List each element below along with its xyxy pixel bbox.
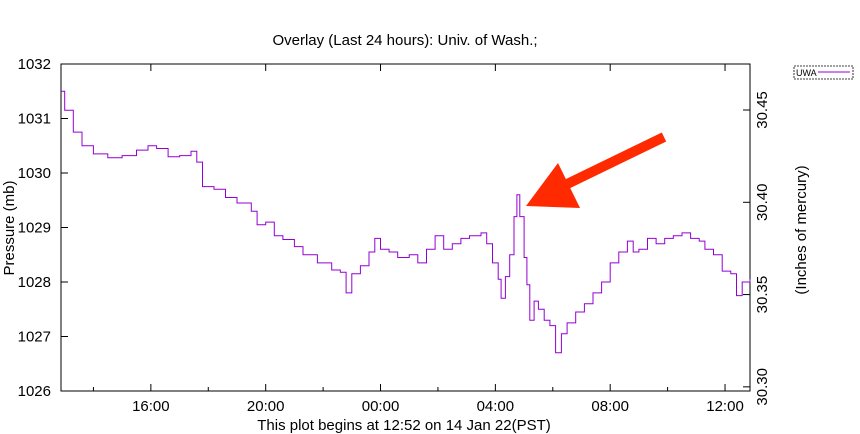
y-tick-label: 1032 (18, 56, 51, 73)
y-axis-label: Pressure (mb) (1, 180, 18, 275)
x-axis-tick-labels: 16:00 20:00 00:00 04:00 08:00 12:00 (132, 398, 744, 415)
arrow-head (526, 163, 580, 208)
legend: UWA (793, 65, 854, 80)
y-tick-label: 1027 (18, 329, 51, 346)
x-tick-label: 04:00 (477, 398, 515, 415)
y-tick-label: 1030 (18, 165, 51, 182)
y2-tick-label: 30.30 (754, 368, 771, 406)
chart-title: Overlay (Last 24 hours): Univ. of Wash.; (272, 32, 537, 49)
y-tick-label: 1026 (18, 383, 51, 400)
y-tick-label: 1029 (18, 220, 51, 237)
x-axis-label: This plot begins at 12:52 on 14 Jan 22(P… (257, 417, 551, 434)
y2-axis-tick-labels: 30.30 30.35 30.40 30.45 (754, 91, 771, 405)
y-axis-tick-labels: 1026 1027 1028 1029 1030 1031 1032 (18, 56, 51, 400)
annotation-arrow-icon (526, 132, 667, 208)
arrow-shaft (558, 132, 667, 192)
y-tick-label: 1028 (18, 274, 51, 291)
axis-ticks (61, 63, 750, 392)
y2-tick-label: 30.40 (754, 184, 771, 222)
x-tick-label: 08:00 (591, 398, 629, 415)
y2-axis-label: (Inches of mercury) (793, 165, 810, 294)
x-tick-label: 12:00 (706, 398, 744, 415)
x-tick-label: 20:00 (247, 398, 285, 415)
x-tick-label: 00:00 (362, 398, 400, 415)
legend-label: UWA (796, 68, 817, 78)
y2-tick-label: 30.45 (754, 91, 771, 129)
plot-area (60, 63, 751, 392)
x-tick-label: 16:00 (132, 398, 170, 415)
series-line-uwa (61, 90, 751, 354)
y2-tick-label: 30.35 (754, 276, 771, 314)
y-tick-label: 1031 (18, 111, 51, 128)
